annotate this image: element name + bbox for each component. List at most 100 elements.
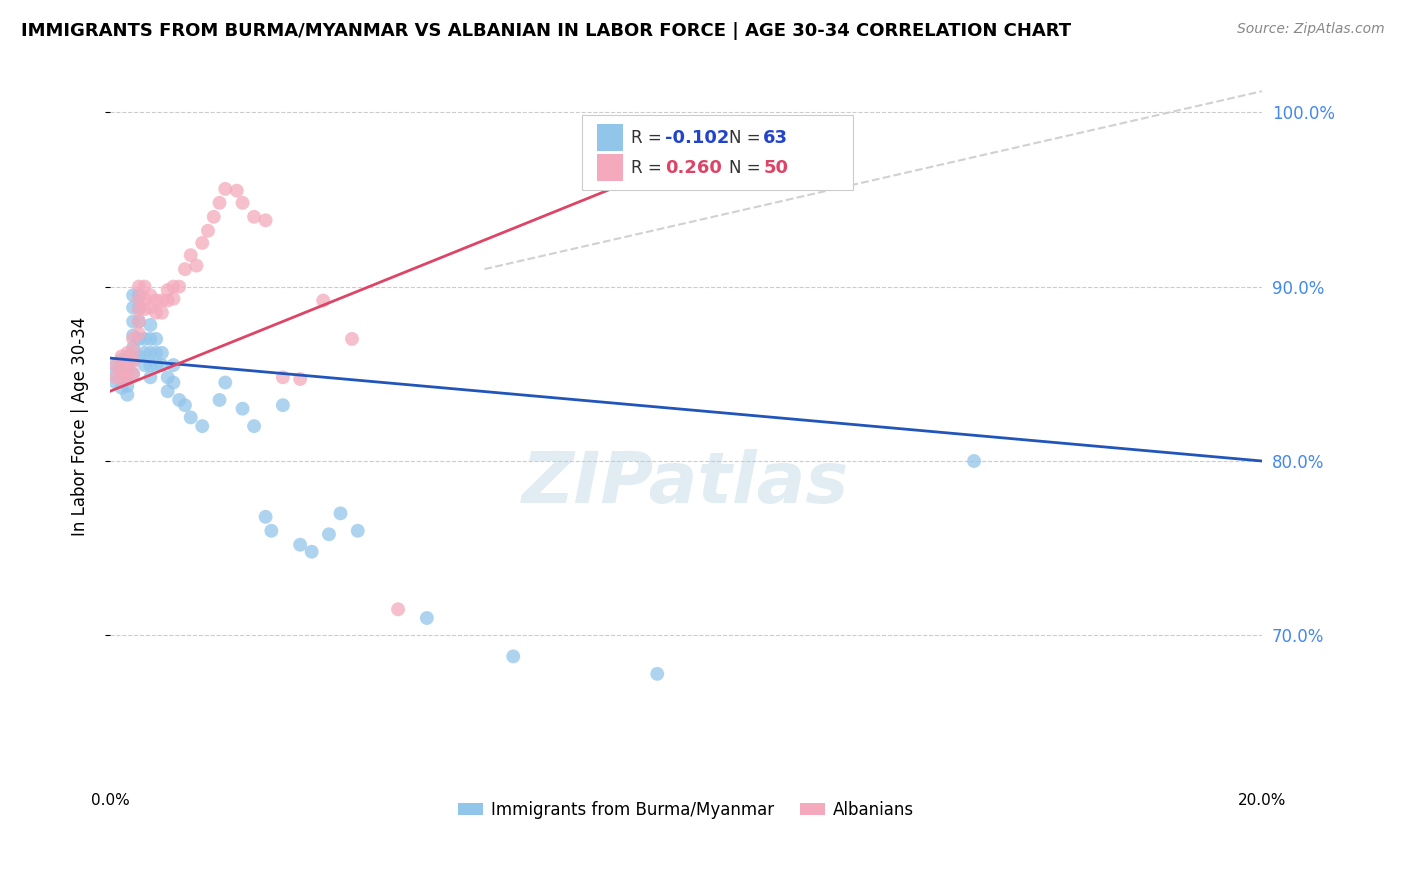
Point (145, 332, 167, 346)
Point (117, 354, 139, 368)
Point (117, 363, 139, 377)
Point (110, 372, 132, 386)
Point (128, 302, 150, 317)
Point (150, 293, 173, 308)
FancyBboxPatch shape (598, 124, 623, 152)
Point (110, 352, 132, 367)
Point (502, 649, 524, 664)
Point (117, 379, 139, 393)
Point (122, 301, 145, 315)
Point (110, 370, 132, 384)
Point (963, 454, 986, 468)
Point (167, 392, 190, 407)
Point (156, 293, 179, 308)
Text: 50: 50 (763, 159, 789, 177)
Text: 63: 63 (763, 128, 789, 146)
Point (139, 288, 162, 302)
Point (110, 349, 132, 363)
Point (145, 358, 167, 372)
Point (346, 524, 368, 538)
Point (139, 370, 162, 384)
Point (139, 318, 162, 332)
Text: ZIPatlas: ZIPatlas (523, 449, 849, 518)
Point (167, 279, 190, 293)
Point (150, 358, 173, 372)
Point (128, 349, 150, 363)
Text: R =: R = (631, 128, 666, 146)
Text: Source: ZipAtlas.com: Source: ZipAtlas.com (1237, 22, 1385, 37)
Text: -0.102: -0.102 (665, 128, 730, 146)
Point (134, 332, 156, 346)
Text: 0.260: 0.260 (665, 159, 723, 177)
Point (180, 410, 202, 425)
Point (288, 372, 311, 386)
Point (117, 372, 139, 386)
Point (208, 195, 231, 210)
Point (122, 341, 145, 355)
Point (128, 279, 150, 293)
Point (156, 283, 179, 297)
Point (134, 346, 156, 360)
Point (162, 358, 184, 372)
Point (117, 349, 139, 363)
Point (243, 419, 266, 434)
Point (139, 346, 162, 360)
Point (232, 195, 254, 210)
Point (340, 332, 363, 346)
Point (162, 279, 184, 293)
Point (128, 332, 150, 346)
Text: IMMIGRANTS FROM BURMA/MYANMAR VS ALBANIAN IN LABOR FORCE | AGE 30-34 CORRELATION: IMMIGRANTS FROM BURMA/MYANMAR VS ALBANIA… (21, 22, 1071, 40)
Point (104, 358, 127, 372)
Point (271, 370, 294, 384)
Point (387, 602, 409, 616)
Point (122, 367, 145, 381)
Point (134, 292, 156, 306)
Text: N =: N = (728, 128, 765, 146)
Point (145, 306, 167, 320)
Point (301, 545, 323, 559)
Text: R =: R = (631, 159, 666, 177)
Point (254, 213, 277, 227)
Point (191, 419, 214, 434)
Point (122, 288, 145, 302)
Point (122, 344, 145, 359)
Point (134, 302, 156, 317)
Point (134, 358, 156, 372)
Point (329, 507, 352, 521)
Point (162, 376, 184, 390)
Point (122, 314, 145, 328)
Point (260, 524, 283, 538)
Point (288, 538, 311, 552)
Point (254, 509, 277, 524)
Point (122, 332, 145, 346)
Point (117, 370, 139, 384)
Point (312, 293, 335, 308)
Point (645, 666, 668, 681)
Point (139, 332, 162, 346)
Point (134, 279, 156, 293)
Legend: Immigrants from Burma/Myanmar, Albanians: Immigrants from Burma/Myanmar, Albanians (451, 794, 921, 825)
Point (243, 210, 266, 224)
Point (117, 354, 139, 368)
Point (174, 262, 197, 277)
Point (162, 292, 184, 306)
Point (145, 293, 167, 308)
Point (225, 184, 247, 198)
Point (122, 352, 145, 367)
Point (104, 367, 127, 381)
Point (128, 301, 150, 315)
Point (104, 376, 127, 390)
Point (117, 346, 139, 360)
Point (104, 370, 127, 384)
Point (191, 235, 214, 250)
Point (128, 314, 150, 328)
Point (208, 392, 231, 407)
Point (128, 326, 150, 341)
Point (122, 328, 145, 343)
Point (122, 367, 145, 381)
Point (150, 306, 173, 320)
Point (156, 384, 179, 399)
Point (197, 224, 219, 238)
Point (174, 398, 197, 412)
Point (117, 388, 139, 402)
